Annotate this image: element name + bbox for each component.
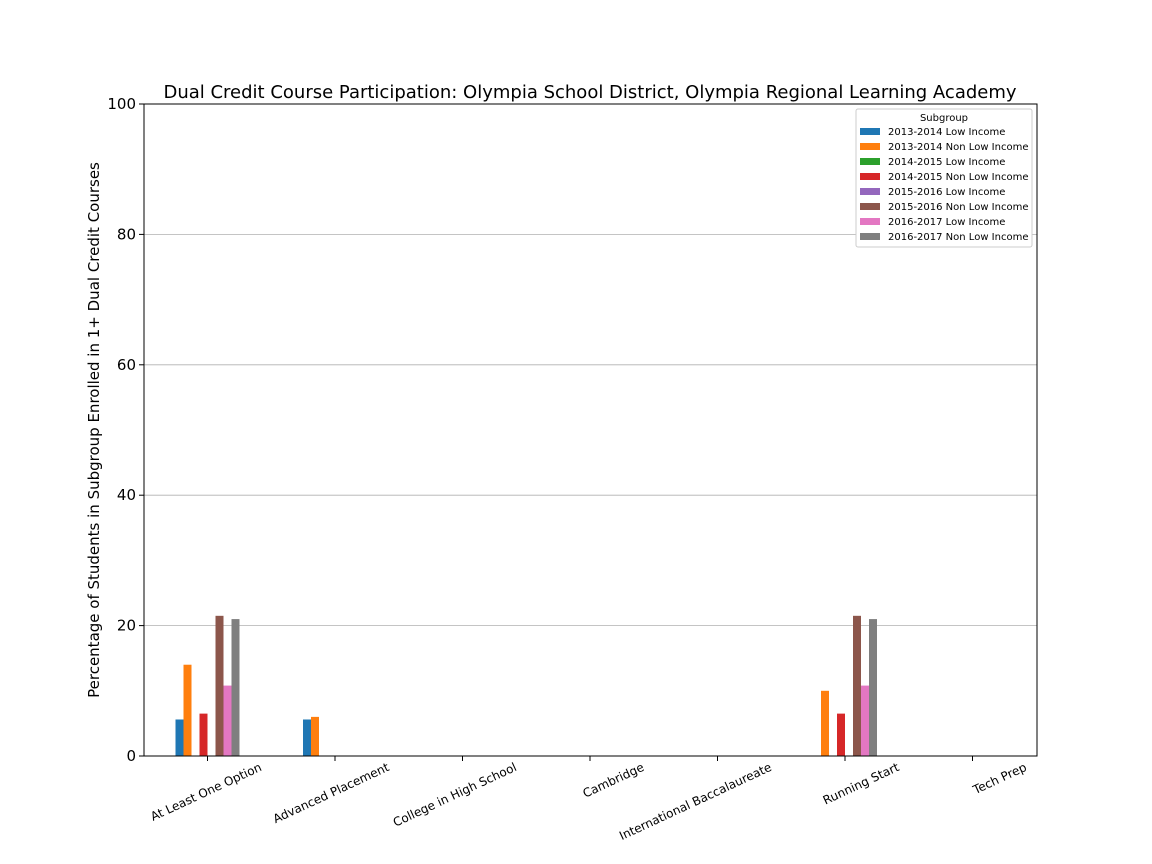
bar-1-0 <box>303 719 311 756</box>
bar-5-1 <box>821 690 829 756</box>
y-tick-label: 20 <box>117 617 136 635</box>
legend-box <box>855 108 1033 248</box>
legend-label: 2016-2017 Non Low Income <box>888 232 1028 243</box>
legend-title: Subgroup <box>920 113 968 124</box>
y-tick-label: 100 <box>107 95 136 113</box>
y-tick-label: 0 <box>126 747 136 765</box>
x-tick-label: At Least One Option <box>148 760 263 824</box>
chart-title: Dual Credit Course Participation: Olympi… <box>163 82 1016 103</box>
legend-label: 2015-2016 Low Income <box>888 187 1005 198</box>
legend-label: 2016-2017 Low Income <box>888 217 1005 228</box>
bars <box>175 615 877 756</box>
y-tick-label: 60 <box>117 356 136 374</box>
bar-0-0 <box>175 719 184 756</box>
x-tick-label: Tech Prep <box>970 760 1029 797</box>
bar-0-6 <box>223 685 232 756</box>
x-axis: At Least One Option Advanced Placement Col… <box>148 756 1029 843</box>
legend-swatch <box>860 143 880 150</box>
bar-5-5 <box>853 615 861 756</box>
legend-label: 2014-2015 Low Income <box>888 157 1005 168</box>
bar-1-1 <box>311 716 319 756</box>
legend: Subgroup 2013-2014 Low Income 2013-2014 No… <box>855 108 1033 248</box>
x-tick-label: Cambridge <box>581 760 647 801</box>
legend-swatch <box>860 188 880 195</box>
legend-label: 2013-2014 Non Low Income <box>888 142 1028 153</box>
legend-label: 2013-2014 Low Income <box>888 127 1005 138</box>
legend-swatch <box>860 233 880 240</box>
x-tick-label: College in High School <box>391 760 519 830</box>
bar-5-6 <box>861 685 869 756</box>
legend-swatch <box>860 173 880 180</box>
legend-swatch <box>860 128 880 135</box>
legend-swatch <box>860 158 880 165</box>
bar-0-1 <box>183 664 192 756</box>
x-tick-label: Running Start <box>821 760 902 808</box>
bar-5-7 <box>869 619 877 756</box>
y-axis-label: Percentage of Students in Subgroup Enrol… <box>85 162 103 698</box>
bar-0-5 <box>215 615 224 756</box>
x-tick-label: Advanced Placement <box>271 760 392 826</box>
bar-0-3 <box>199 713 208 756</box>
grid-lines <box>144 233 1037 626</box>
legend-swatch <box>860 218 880 225</box>
legend-label: 2014-2015 Non Low Income <box>888 172 1028 183</box>
bar-5-3 <box>837 713 845 756</box>
legend-swatch <box>860 203 880 210</box>
y-tick-label: 40 <box>117 486 136 504</box>
legend-label: 2015-2016 Non Low Income <box>888 202 1028 213</box>
bar-0-7 <box>231 619 240 756</box>
y-tick-label: 80 <box>117 225 136 243</box>
y-axis: 0 20 40 60 80 100 <box>107 95 144 765</box>
